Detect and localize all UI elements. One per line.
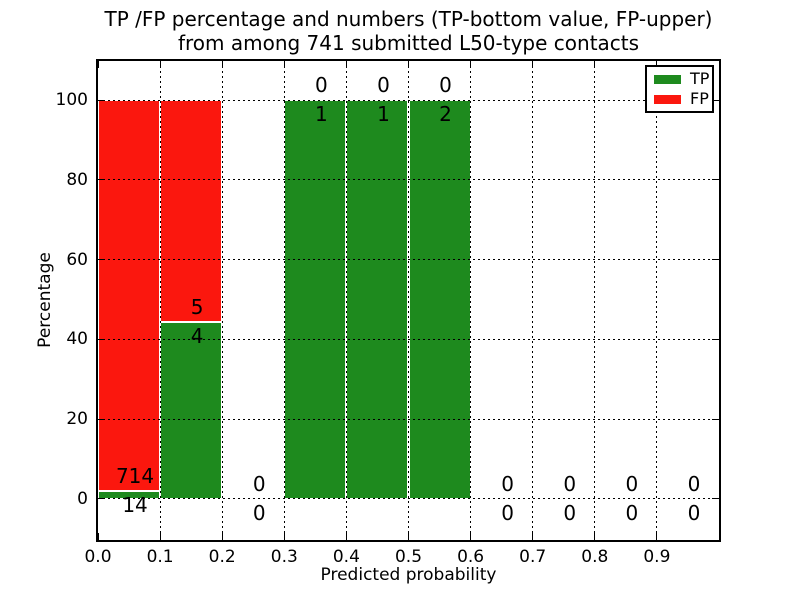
tp-count-label: 0 xyxy=(563,500,577,525)
x-tick-top xyxy=(97,61,99,68)
x-tick-label: 0.2 xyxy=(208,547,236,567)
y-tick-label: 40 xyxy=(66,329,88,350)
x-tick-bottom xyxy=(345,533,347,540)
grid-line-x xyxy=(408,61,409,540)
grid-line-x xyxy=(656,61,658,540)
y-tick-label: 20 xyxy=(66,409,88,430)
x-tick-bottom xyxy=(656,533,658,540)
grid-line-x xyxy=(221,61,223,540)
tp-count-label: 0 xyxy=(687,500,701,525)
x-tick-top xyxy=(532,61,534,68)
legend-item-tp: TP xyxy=(647,71,712,87)
x-tick-top xyxy=(594,61,596,68)
y-tick-right xyxy=(712,99,719,101)
chart-title: TP /FP percentage and numbers (TP-bottom… xyxy=(98,7,719,55)
y-tick-right xyxy=(712,179,719,181)
tp-legend-swatch xyxy=(654,74,681,84)
y-tick-left xyxy=(98,179,105,181)
tp-count-label: 1 xyxy=(314,102,328,127)
y-tick-right xyxy=(712,259,719,261)
bar-tp-segment xyxy=(160,321,223,499)
y-tick-right xyxy=(712,418,719,420)
x-tick-label: 0.0 xyxy=(84,547,112,567)
legend: TP FP xyxy=(645,65,714,113)
chart-title-line1: TP /FP percentage and numbers (TP-bottom… xyxy=(104,7,713,31)
tp-count-label: 0 xyxy=(501,500,515,525)
grid-line-x xyxy=(283,61,285,540)
x-tick-top xyxy=(159,61,161,68)
x-tick-label: 0.4 xyxy=(332,547,360,567)
fp-count-label: 0 xyxy=(377,73,390,98)
y-tick-left xyxy=(98,418,105,420)
tp-count-label: 14 xyxy=(122,493,148,518)
chart-title-line2: from among 741 submitted L50-type contac… xyxy=(177,31,640,55)
tp-count-label: 0 xyxy=(252,500,266,525)
grid-line-x xyxy=(532,61,534,540)
fp-count-label: 0 xyxy=(563,471,577,496)
x-tick-top xyxy=(345,61,347,68)
x-tick-top xyxy=(470,61,472,68)
tp-count-label: 1 xyxy=(377,102,390,127)
grid-line-x xyxy=(470,61,472,540)
tp-count-label: 2 xyxy=(439,102,452,127)
bar-tp-segment xyxy=(408,100,471,499)
x-tick-label: 0.7 xyxy=(519,547,547,567)
x-tick-bottom xyxy=(97,533,99,540)
legend-item-fp: FP xyxy=(647,91,712,107)
x-tick-bottom xyxy=(221,533,223,540)
y-tick-right xyxy=(712,338,719,340)
x-tick-bottom xyxy=(408,533,409,540)
tp-count-label: 4 xyxy=(190,323,204,348)
bar-tp-segment xyxy=(346,100,409,499)
fp-count-label: 0 xyxy=(439,73,452,98)
x-tick-top xyxy=(656,61,658,68)
grid-line-x xyxy=(345,61,347,540)
x-tick-top xyxy=(408,61,409,68)
tp-count-label: 0 xyxy=(625,500,639,525)
y-tick-left xyxy=(98,338,105,340)
x-tick-label: 0.3 xyxy=(270,547,298,567)
fp-count-label: 5 xyxy=(190,294,204,319)
fp-legend-label: FP xyxy=(690,89,709,108)
fp-count-label: 0 xyxy=(252,471,266,496)
x-tick-top xyxy=(221,61,223,68)
y-tick-right xyxy=(712,498,719,500)
x-tick-top xyxy=(283,61,285,68)
grid-line-x xyxy=(159,61,161,540)
y-tick-label: 60 xyxy=(66,249,88,270)
y-tick-label: 0 xyxy=(77,488,88,509)
fp-count-label: 0 xyxy=(314,73,328,98)
fp-count-label: 0 xyxy=(625,471,639,496)
x-tick-bottom xyxy=(594,533,596,540)
grid-line-x xyxy=(594,61,596,540)
x-tick-label: 0.5 xyxy=(394,547,423,567)
bar-fp-segment xyxy=(98,100,161,492)
x-tick-label: 0.9 xyxy=(643,547,671,567)
bar-tp-segment xyxy=(284,100,347,499)
plot-area: 0 20 40 60 80 100 0.0 0.1 0.2 0.3 0.4 0.5 0.6 0.7 0.8 0… xyxy=(56,61,719,567)
fp-legend-swatch xyxy=(654,94,681,104)
y-tick-label: 100 xyxy=(55,90,88,111)
fp-count-label: 714 xyxy=(115,464,155,489)
fp-count-label: 0 xyxy=(687,471,701,496)
x-tick-bottom xyxy=(470,533,472,540)
y-tick-left xyxy=(98,99,105,101)
bar-fp-segment xyxy=(160,100,223,322)
x-tick-bottom xyxy=(532,533,534,540)
x-tick-label: 0.8 xyxy=(581,547,609,567)
y-tick-left xyxy=(98,259,105,261)
x-tick-bottom xyxy=(159,533,161,540)
y-axis-label: Percentage xyxy=(35,252,55,348)
x-tick-bottom xyxy=(283,533,285,540)
x-tick-label: 0.1 xyxy=(146,547,174,567)
y-tick-left xyxy=(98,498,105,500)
x-tick-label: 0.6 xyxy=(457,547,485,567)
y-tick-label: 80 xyxy=(66,169,88,190)
tp-legend-label: TP xyxy=(690,69,710,88)
fp-count-label: 0 xyxy=(501,471,515,496)
x-axis-label: Predicted probability xyxy=(320,565,497,585)
